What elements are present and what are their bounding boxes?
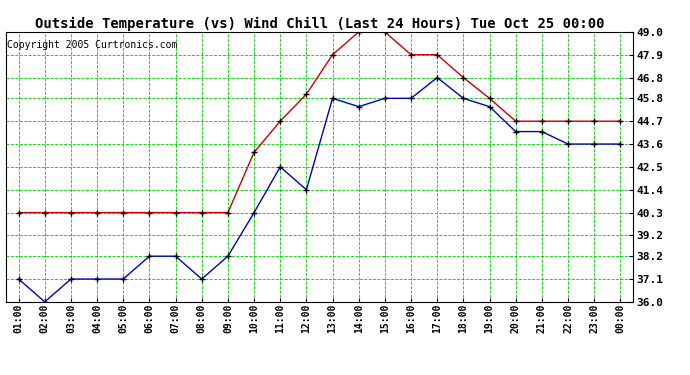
Text: Copyright 2005 Curtronics.com: Copyright 2005 Curtronics.com	[7, 40, 177, 50]
Title: Outside Temperature (vs) Wind Chill (Last 24 Hours) Tue Oct 25 00:00: Outside Temperature (vs) Wind Chill (Las…	[34, 16, 604, 31]
